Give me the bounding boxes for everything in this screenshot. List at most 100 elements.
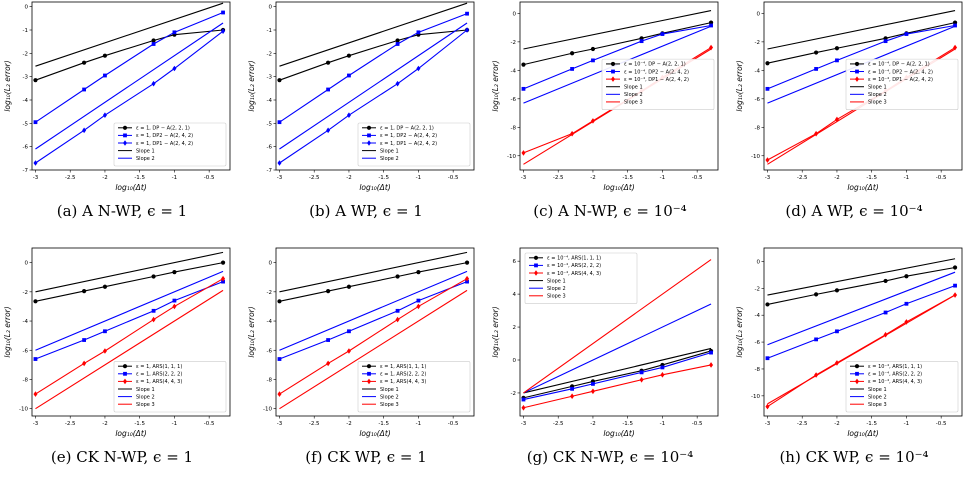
x-axis-label: log₁₀(Δt) <box>847 183 878 192</box>
data-point <box>151 38 156 43</box>
x-tick-label: -2 <box>102 175 107 181</box>
x-axis-label: log₁₀(Δt) <box>359 183 390 192</box>
data-point <box>33 120 38 125</box>
data-point <box>904 32 909 36</box>
x-tick-label: -3 <box>521 175 527 181</box>
data-point <box>326 127 331 134</box>
legend-marker <box>855 378 859 385</box>
data-point <box>834 288 840 293</box>
series-line <box>279 13 468 123</box>
data-point <box>835 58 839 63</box>
x-tick-label: -1 <box>904 175 909 181</box>
x-tick-label: -0.5 <box>204 175 215 181</box>
y-tick-label: -2 <box>267 290 272 296</box>
y-tick-label: 0 <box>757 259 761 265</box>
y-tick-label: -5 <box>267 121 273 127</box>
x-tick-label: -2.5 <box>309 421 320 427</box>
legend: ε = 1, ARS(1, 1, 1) ε = 1, ARS(2, 2, 2)ε … <box>357 361 471 413</box>
data-point <box>151 308 156 313</box>
chart-caption: (g) CK N-WP, ϵ = 10⁻⁴ <box>526 448 694 466</box>
x-tick-label: -2.5 <box>797 175 808 181</box>
y-tick-label: 0 <box>757 11 761 17</box>
x-tick-label: -2.5 <box>309 175 320 181</box>
y-tick-label: -4 <box>23 319 29 325</box>
data-point <box>395 274 400 279</box>
y-tick-label: -2 <box>511 40 516 46</box>
legend-label: ε = 10⁻⁴, ARS(4, 4, 3) <box>547 271 601 277</box>
plot-frame <box>519 247 719 417</box>
x-tick-label: -1.5 <box>622 421 633 427</box>
data-point <box>277 391 282 397</box>
y-axis-label: log₁₀(L₂ error) <box>735 60 744 111</box>
legend: ε = 1, DP − A(2, 2, 1)ε = 1, DP2 − A(2, … <box>357 122 471 167</box>
plot-frame <box>31 1 231 171</box>
x-axis-label: log₁₀(Δt) <box>115 429 146 438</box>
x-tick-label: -2.5 <box>553 175 564 181</box>
chart-caption: (d) A WP, ϵ = 10⁻⁴ <box>785 202 923 220</box>
legend-label: ε = 1, DP2 − A(2, 4, 2) <box>380 133 437 139</box>
series-line <box>279 262 468 302</box>
legend-box <box>524 252 638 304</box>
data-point <box>346 112 351 118</box>
data-point <box>277 357 282 361</box>
x-tick-label: -1.5 <box>378 421 389 427</box>
y-tick-label: -10 <box>751 394 760 400</box>
x-tick-label: -1 <box>172 175 177 181</box>
legend-label: Slope 1 <box>547 278 566 284</box>
series-line <box>35 11 224 123</box>
y-tick-label: -4 <box>755 68 761 74</box>
data-point <box>347 73 351 78</box>
data-point <box>326 288 331 294</box>
legend-marker <box>855 76 859 82</box>
x-tick-label: -1.5 <box>622 175 633 181</box>
y-tick-label: 4 <box>513 292 517 298</box>
series-line <box>767 294 956 405</box>
y-tick-label: -8 <box>267 377 273 383</box>
legend-marker <box>123 378 127 385</box>
data-point <box>904 319 909 325</box>
legend-marker <box>854 364 860 369</box>
x-tick-label: -1.5 <box>378 175 389 181</box>
data-point <box>346 53 352 58</box>
x-tick-label: -0.5 <box>448 175 459 181</box>
data-point <box>835 329 839 334</box>
legend-marker <box>533 255 539 260</box>
data-point <box>591 381 595 386</box>
series-line <box>523 352 712 401</box>
y-tick-label: -8 <box>511 125 517 131</box>
legend-label: Slope 3 <box>380 402 399 408</box>
legend-label: Slope 3 <box>624 100 643 106</box>
data-point <box>151 80 156 87</box>
plot-frame <box>275 247 475 417</box>
y-tick-label: -2 <box>755 286 760 292</box>
legend-label: ε = 1, DP − A(2, 2, 1) <box>136 126 190 132</box>
data-point <box>395 38 400 43</box>
series-line <box>35 2 224 67</box>
data-point <box>172 65 177 72</box>
legend: ε = 1, DP − A(2, 2, 1)ε = 1, DP2 − A(2, … <box>113 122 227 167</box>
chart-svg: -3 -2.5 -2 -1.5 -1 -0.5 0 -1 -2 -3 -4 -5 -6 -7 log₁₀(Δ… <box>247 1 475 192</box>
x-tick-label: -1 <box>904 421 909 427</box>
x-axis-label: log₁₀(Δt) <box>359 429 390 438</box>
legend-label: ε = 1, DP1 − A(2, 4, 2) <box>136 141 193 147</box>
data-point <box>221 10 225 15</box>
y-axis-label: log₁₀(L₂ error) <box>247 60 256 111</box>
y-tick-label: -6 <box>755 340 761 346</box>
y-tick-label: -2 <box>23 51 28 57</box>
series-line <box>767 22 956 64</box>
data-point <box>102 53 108 58</box>
data-point <box>814 292 819 297</box>
plot-area <box>521 259 714 411</box>
data-point <box>82 338 87 342</box>
legend-marker <box>611 76 615 82</box>
y-tick-label: -5 <box>23 121 29 127</box>
series-line <box>523 22 712 66</box>
legend-label: Slope 1 <box>868 85 887 91</box>
chart-panel: -3 -2.5 -2 -1.5 -1 -0.5 0 -2 -4 -6 -8 -10 log₁₀(Δt) l… <box>244 246 488 486</box>
y-tick-label: -10 <box>263 407 272 413</box>
series-line <box>523 347 712 394</box>
series-line <box>767 271 956 346</box>
series-line <box>35 262 224 302</box>
series-line <box>279 22 468 150</box>
data-point <box>82 360 87 367</box>
